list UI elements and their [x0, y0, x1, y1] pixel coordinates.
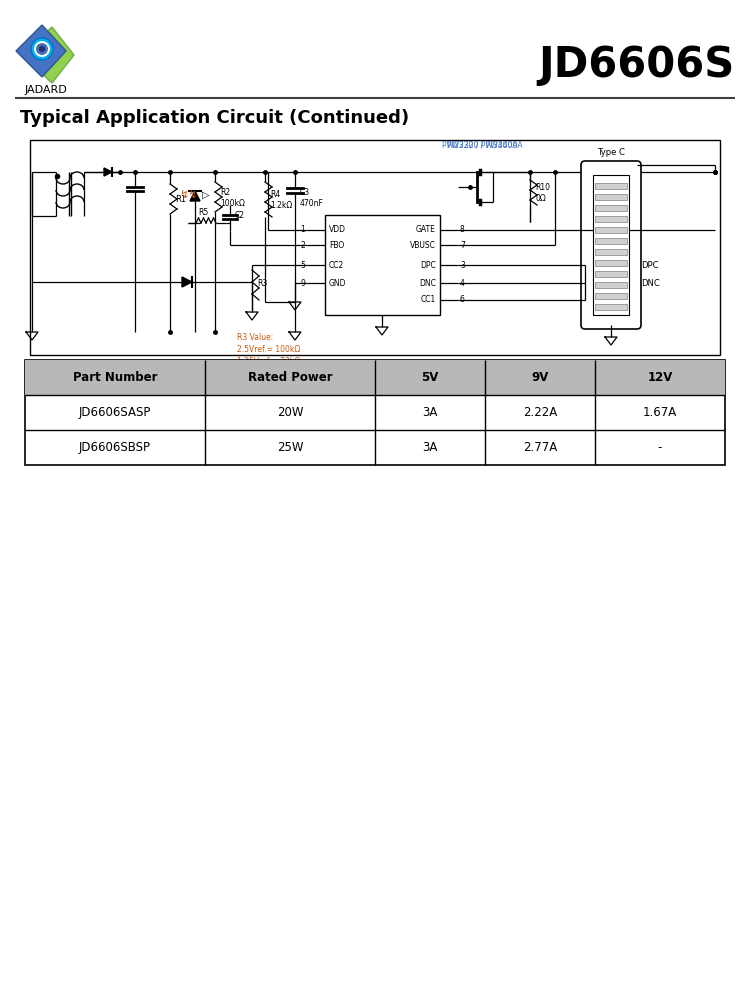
Bar [325, 215, 440, 315]
Text: JD6606S: JD6606S [538, 44, 735, 86]
Polygon shape [104, 168, 112, 176]
Text: JD6606SBSP: JD6606SBSP [79, 441, 151, 454]
Circle shape [40, 46, 44, 51]
Text: 12V: 12V [647, 371, 673, 384]
Text: 6: 6 [460, 296, 465, 304]
Bar [595, 194, 627, 200]
Text: VDD: VDD [329, 226, 346, 234]
Text: DPC: DPC [641, 260, 658, 269]
Text: 1: 1 [300, 226, 305, 234]
Text: Table 3. SOP-8 EP Package Power Configuration:: Table 3. SOP-8 EP Package Power Configur… [25, 383, 364, 396]
Bar [595, 205, 627, 211]
Circle shape [34, 41, 50, 57]
Polygon shape [190, 191, 200, 201]
Text: ▷: ▷ [202, 190, 209, 200]
Text: R1: R1 [175, 196, 186, 205]
Text: Typical Application Circuit (Continued): Typical Application Circuit (Continued) [20, 109, 410, 127]
Text: 2.77A: 2.77A [523, 441, 557, 454]
Text: DPC: DPC [420, 260, 436, 269]
Text: PW2320 / PW3400A: PW2320 / PW3400A [442, 140, 518, 149]
Text: DNC: DNC [419, 278, 436, 288]
Text: R4
1.2kΩ: R4 1.2kΩ [270, 190, 292, 210]
Bar [593, 175, 629, 315]
Text: Part Number: Part Number [73, 371, 158, 384]
Text: FBO: FBO [329, 240, 344, 249]
Circle shape [31, 38, 53, 60]
Text: GATE: GATE [416, 226, 436, 234]
Text: GND: GND [329, 278, 346, 288]
Bar [595, 260, 627, 266]
Text: Rated Power: Rated Power [248, 371, 332, 384]
Text: CC1: CC1 [421, 296, 436, 304]
Circle shape [37, 43, 47, 54]
Bar [595, 293, 627, 299]
Text: 9: 9 [300, 278, 305, 288]
Text: VBUSC: VBUSC [410, 240, 436, 249]
Text: 5: 5 [300, 260, 305, 269]
Text: PW2320 / PW3400A: PW2320 / PW3400A [447, 141, 523, 150]
Text: C2: C2 [235, 211, 245, 220]
Text: 5V: 5V [422, 371, 439, 384]
Polygon shape [16, 25, 66, 77]
Text: C3
470nF: C3 470nF [300, 188, 324, 208]
Text: 3: 3 [460, 260, 465, 269]
Text: 3A: 3A [422, 406, 438, 419]
Polygon shape [22, 27, 74, 83]
Text: R3: R3 [257, 278, 267, 288]
Bar [595, 227, 627, 233]
Text: 1.67A: 1.67A [643, 406, 677, 419]
Text: CC2: CC2 [329, 260, 344, 269]
Text: 7: 7 [460, 240, 465, 249]
Text: 3A: 3A [422, 441, 438, 454]
Bar [30, 140, 720, 355]
Bar [25, 360, 725, 465]
Bar [595, 271, 627, 277]
Text: R5: R5 [198, 208, 208, 217]
Text: ↯↯: ↯↯ [179, 190, 198, 200]
Text: -: - [658, 441, 662, 454]
Text: 9V: 9V [531, 371, 549, 384]
Bar [25, 360, 725, 395]
FancyBboxPatch shape [581, 161, 641, 329]
Bar [595, 304, 627, 310]
Text: 2: 2 [300, 240, 305, 249]
Bar [595, 282, 627, 288]
Bar [595, 183, 627, 189]
Bar [595, 238, 627, 244]
Polygon shape [182, 277, 192, 287]
Text: JADARD: JADARD [25, 85, 68, 95]
Text: Type C: Type C [597, 148, 625, 157]
Text: 4: 4 [460, 278, 465, 288]
Text: 8: 8 [460, 226, 465, 234]
Text: JD6606SASP: JD6606SASP [79, 406, 152, 419]
Text: R10
0Ω: R10 0Ω [535, 183, 550, 203]
Text: 20W: 20W [277, 406, 303, 419]
Text: 2.22A: 2.22A [523, 406, 557, 419]
Text: DNC: DNC [641, 278, 660, 288]
Bar [595, 216, 627, 222]
Text: R3 Value:
2.5Vref.= 100kΩ
1.25Vref.= 33kΩ: R3 Value: 2.5Vref.= 100kΩ 1.25Vref.= 33k… [237, 333, 300, 366]
Text: 25W: 25W [277, 441, 303, 454]
Text: Figure 4. Typical Application Schematic for SOP-8 EP: Figure 4. Typical Application Schematic … [211, 363, 538, 376]
Text: R2
100kΩ: R2 100kΩ [220, 188, 245, 208]
Bar [595, 249, 627, 255]
